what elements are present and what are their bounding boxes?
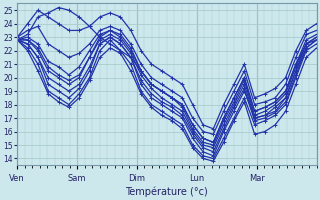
X-axis label: Température (°c): Température (°c) <box>125 186 208 197</box>
